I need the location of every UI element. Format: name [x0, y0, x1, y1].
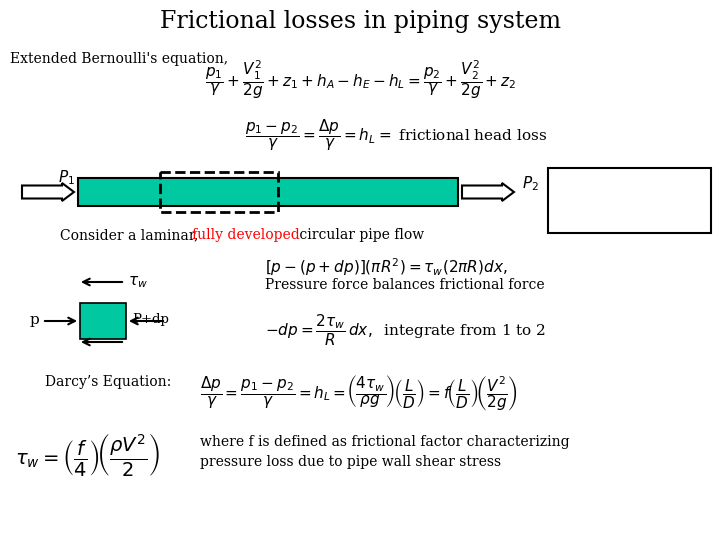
Text: where f is defined as frictional factor characterizing: where f is defined as frictional factor …	[200, 435, 570, 449]
Text: P+dp: P+dp	[132, 313, 169, 326]
Bar	[548, 168, 711, 233]
FancyArrow shape	[462, 183, 514, 201]
Text: $\tau_w$: wall shear stress: $\tau_w$: wall shear stress	[552, 210, 683, 226]
Text: $\tau_w$: $\tau_w$	[128, 274, 148, 290]
Text: L: pipe length: L: pipe length	[552, 191, 641, 204]
Text: $\tau_w=\left(\dfrac{f}{4}\right)\!\left(\dfrac{\rho V^2}{2}\right)$: $\tau_w=\left(\dfrac{f}{4}\right)\!\left…	[15, 431, 160, 478]
Text: circular pipe flow: circular pipe flow	[295, 228, 424, 242]
Text: fully developed: fully developed	[192, 228, 300, 242]
Text: Pressure force balances frictional force: Pressure force balances frictional force	[265, 278, 544, 292]
Text: $\dfrac{p_1-p_2}{\gamma}=\dfrac{\Delta p}{\gamma}=h_L=$ frictional head loss: $\dfrac{p_1-p_2}{\gamma}=\dfrac{\Delta p…	[245, 117, 547, 153]
Text: $-dp=\dfrac{2\tau_w}{R}\,dx,\;$ integrate from 1 to 2: $-dp=\dfrac{2\tau_w}{R}\,dx,\;$ integrat…	[265, 312, 546, 348]
Text: p: p	[30, 313, 40, 327]
Text: Frictional losses in piping system: Frictional losses in piping system	[160, 10, 560, 33]
Bar	[78, 178, 458, 206]
Text: $\dfrac{\Delta p}{\gamma}=\dfrac{p_1-p_2}{\gamma}=\boldsymbol{h_L}=\!\left(\dfra: $\dfrac{\Delta p}{\gamma}=\dfrac{p_1-p_2…	[200, 373, 518, 413]
Text: $P_2$: $P_2$	[522, 174, 539, 193]
Text: $\dfrac{p_1}{\gamma}+\dfrac{V_1^2}{2g}+z_1+h_A-h_E-h_L=\dfrac{p_2}{\gamma}+\dfra: $\dfrac{p_1}{\gamma}+\dfrac{V_1^2}{2g}+z…	[205, 58, 516, 102]
Bar	[160, 172, 278, 212]
FancyArrow shape	[22, 183, 74, 201]
Text: Extended Bernoulli's equation,: Extended Bernoulli's equation,	[10, 52, 228, 66]
Bar	[80, 303, 126, 339]
Text: R: radius, D: diameter: R: radius, D: diameter	[552, 172, 693, 185]
Text: Consider a laminar,: Consider a laminar,	[60, 228, 203, 242]
Text: $P_1$: $P_1$	[58, 168, 75, 187]
Text: pressure loss due to pipe wall shear stress: pressure loss due to pipe wall shear str…	[200, 455, 501, 469]
Text: $[p-(p+dp)](\pi R^2)=\tau_w(2\pi R)dx,$: $[p-(p+dp)](\pi R^2)=\tau_w(2\pi R)dx,$	[265, 256, 508, 278]
Text: Darcy’s Equation:: Darcy’s Equation:	[45, 375, 171, 389]
